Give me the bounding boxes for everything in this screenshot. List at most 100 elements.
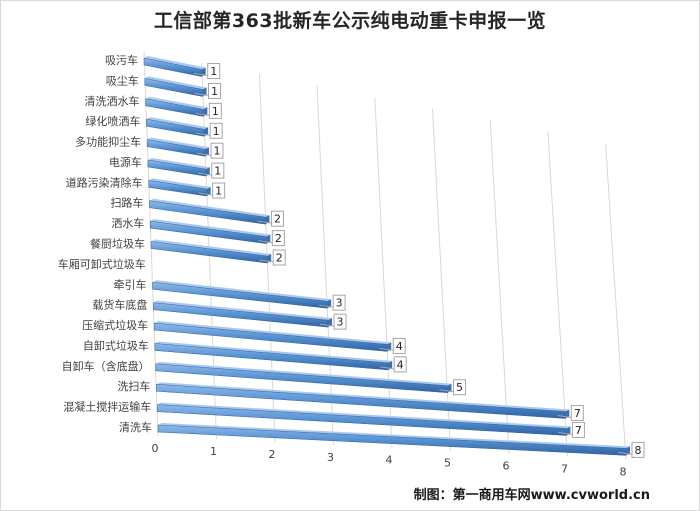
data-label: 7	[574, 407, 581, 420]
data-label-box	[332, 294, 346, 311]
data-label: 5	[456, 381, 463, 394]
data-label-box	[453, 379, 466, 396]
data-label-leader	[439, 389, 454, 393]
x-tick-label: 5	[444, 457, 451, 470]
data-labels: 1 1 1 1 1 1 1 2 2 2 3 3 4 4 5 7 7 8	[193, 63, 645, 458]
bar-top	[154, 321, 392, 345]
data-label-leader	[196, 152, 212, 156]
bar-top	[146, 117, 209, 130]
data-label-leader	[379, 347, 394, 351]
bar-end	[201, 67, 206, 77]
gridline	[547, 131, 568, 457]
bar-end	[327, 299, 332, 309]
data-label: 7	[575, 424, 582, 437]
data-label: 3	[337, 316, 344, 329]
bar-top	[149, 198, 270, 218]
bar-end	[566, 426, 571, 436]
x-tick-label: 4	[386, 454, 393, 467]
bar-end	[205, 167, 210, 177]
chart-credit: 制图：第一商用车网www.cvworld.cn	[413, 488, 650, 503]
category-label: 多功能抑尘车	[75, 135, 141, 149]
bar-top	[147, 137, 209, 150]
data-label: 1	[212, 105, 219, 118]
bar-end	[204, 127, 209, 137]
bar-top	[155, 361, 452, 386]
category-label: 清洗车	[119, 420, 152, 434]
data-label: 1	[210, 65, 217, 78]
gridline	[605, 143, 627, 460]
data-label-leader	[319, 323, 335, 327]
category-label: 洒水车	[111, 216, 144, 230]
data-label-box	[333, 313, 347, 330]
data-label-box	[631, 441, 645, 458]
data-label-box	[571, 421, 585, 438]
category-label: 自卸式垃圾车	[83, 338, 149, 352]
bar-top	[153, 300, 333, 321]
bar-end	[206, 187, 211, 197]
data-label: 2	[276, 252, 283, 265]
data-label: 3	[336, 297, 343, 310]
data-label-box	[208, 102, 222, 119]
bar-top	[154, 341, 393, 363]
data-label-leader	[558, 431, 573, 435]
chart-title: 工信部第363批新车公示纯电动重卡申报一览	[153, 10, 547, 32]
bar-end	[204, 147, 209, 157]
category-label: 压缩式垃圾车	[82, 318, 148, 332]
data-label-box	[207, 63, 221, 80]
data-label-box	[208, 82, 222, 99]
category-labels: 吸污车吸尘车清洗洒水车绿化喷洒车多功能抑尘车电源车道路污染清除车扫路车洒水车餐厨…	[58, 53, 152, 434]
data-label: 8	[635, 444, 642, 457]
data-label-box	[212, 182, 226, 199]
data-label-box	[209, 122, 223, 139]
x-tick-label: 7	[561, 462, 568, 475]
bar-top	[158, 423, 630, 449]
bar-end	[265, 215, 270, 225]
category-label: 电源车	[109, 155, 142, 169]
category-label: 吸尘车	[106, 73, 139, 87]
bar-top	[150, 219, 271, 237]
data-label-leader	[380, 366, 395, 370]
bar-top	[144, 56, 206, 70]
data-label: 2	[274, 213, 281, 226]
x-tick-labels: 0 1 2 3 4 5 6 7 8	[152, 442, 627, 478]
x-tick-label: 0	[152, 442, 159, 455]
data-label-leader	[195, 112, 210, 116]
data-label: 1	[213, 145, 220, 158]
data-label-leader	[557, 414, 572, 418]
data-label: 1	[211, 85, 218, 98]
bar-top	[156, 382, 570, 412]
category-label: 吸污车	[105, 53, 138, 67]
bar-end	[202, 87, 207, 97]
x-tick-label: 2	[269, 448, 276, 461]
category-label: 扫路车	[110, 196, 143, 210]
category-label: 绿化喷洒车	[85, 114, 140, 128]
data-label-leader	[617, 451, 633, 455]
gridline	[316, 85, 334, 445]
data-label-box	[211, 162, 225, 179]
data-label: 2	[275, 232, 282, 245]
bar-top	[151, 239, 272, 257]
bar-end	[565, 409, 570, 419]
bar-end	[267, 254, 272, 264]
bar-top	[145, 96, 208, 110]
data-label-leader	[319, 304, 334, 308]
gridline	[432, 108, 451, 451]
x-tick-label: 1	[210, 445, 217, 458]
bar-end	[387, 342, 392, 352]
bar-end	[447, 383, 452, 393]
data-label-leader	[259, 259, 274, 263]
category-label: 清洗洒水车	[85, 94, 140, 108]
category-label: 牵引车	[114, 277, 147, 291]
data-label-leader	[198, 192, 213, 196]
x-tick-label: 8	[620, 465, 627, 478]
data-label: 1	[214, 165, 221, 178]
category-label: 混凝土搅拌运输车	[63, 400, 151, 414]
bar-top	[148, 178, 211, 190]
bar-top	[157, 402, 571, 429]
gridline	[489, 120, 510, 454]
data-label-leader	[193, 73, 208, 77]
x-tick-label: 6	[503, 460, 510, 473]
data-label-leader	[258, 240, 273, 244]
category-label: 洗扫车	[117, 379, 150, 393]
data-label-box	[570, 404, 584, 421]
